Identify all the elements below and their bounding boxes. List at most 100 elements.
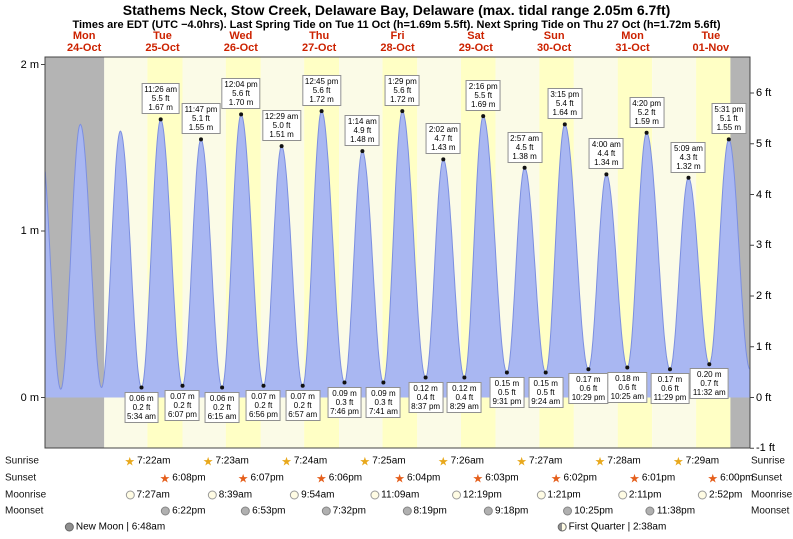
- tide-annotation-line: 1.67 m: [148, 103, 173, 113]
- high-tide-marker: [199, 137, 203, 142]
- tide-annotation-line: 11:32 am: [692, 388, 726, 398]
- high-tide-annotation: 2:16 pm 5.5 ft 1.69 m: [465, 80, 501, 112]
- tide-annotation-line: 0.5 ft: [497, 387, 516, 397]
- low-tide-annotation: 0.07 m 0.2 ft 6:07 pm: [165, 389, 200, 421]
- moonrise-entry: 7:27am: [125, 489, 170, 501]
- moonrise-icon: [451, 490, 461, 500]
- astro-row-label-right: Sunrise: [751, 455, 785, 467]
- high-tide-annotation: 5:31 pm 5.1 ft 1.55 m: [711, 103, 747, 135]
- moonrise-entry: 11:09am: [370, 490, 419, 501]
- astro-row-label-left: Moonrise: [5, 489, 47, 501]
- tide-annotation-line: 1.38 m: [512, 151, 537, 161]
- tide-annotation-line: 4.5 ft: [515, 142, 534, 152]
- moon-phase-label: New Moon | 6:48am: [75, 521, 166, 533]
- day-label-date: 24-Oct: [67, 41, 102, 54]
- day-label-date: 28-Oct: [380, 41, 415, 54]
- tide-annotation-line: 0.3 ft: [374, 397, 393, 407]
- tide-annotation-line: 0.07 m: [170, 391, 195, 401]
- tide-annotation-line: 5.0 ft: [272, 121, 291, 131]
- high-tide-marker: [319, 109, 324, 114]
- astro-row-label-left: Moonset: [5, 505, 44, 517]
- moonset-icon: [484, 506, 494, 516]
- tide-annotation-line: 1.70 m: [228, 98, 254, 108]
- tide-annotation-line: 0.12 m: [452, 383, 477, 393]
- tide-annotation-line: 0.3 ft: [335, 397, 354, 407]
- tide-annotation-line: 1:14 am: [347, 117, 377, 127]
- sunset-time: 6:08pm: [172, 472, 206, 484]
- sunrise-entry: ★ 7:29am: [673, 455, 719, 467]
- moon-phase-icon: [557, 522, 567, 532]
- high-tide-marker: [158, 117, 163, 122]
- moonset-entry: 10:25pm: [563, 506, 613, 517]
- moonrise-time: 11:09am: [381, 489, 420, 501]
- high-tide-marker: [239, 112, 244, 117]
- right-axis-label: 5 ft: [756, 137, 772, 150]
- sunset-icon: ★: [550, 471, 562, 485]
- moonrise-entry: 2:11pm: [617, 489, 662, 501]
- tide-annotation-line: 4.3 ft: [679, 152, 698, 162]
- moonset-icon: [321, 506, 331, 516]
- sunrise-time: 7:27am: [529, 455, 563, 467]
- sunrise-entry: ★ 7:25am: [359, 454, 406, 468]
- high-tide-annotation: 5:09 am 4.3 ft 1.32 m: [671, 141, 706, 173]
- moonset-time: 6:22pm: [172, 505, 206, 517]
- low-tide-marker: [543, 370, 548, 375]
- day-label: Mon 31-Oct: [615, 30, 649, 54]
- moonrise-time: 2:11pm: [628, 489, 662, 501]
- day-label: Thu 27-Oct: [302, 30, 337, 54]
- moonset-icon: [402, 506, 412, 516]
- sunset-time: 6:02pm: [563, 472, 597, 484]
- sunset-time: 6:01pm: [641, 472, 676, 484]
- sunset-time: 6:06pm: [328, 472, 363, 484]
- low-tide-marker: [625, 365, 630, 370]
- moonset-entry: 6:22pm: [161, 506, 205, 517]
- sunrise-time: 7:28am: [607, 455, 641, 467]
- tide-annotation-line: 1:29 pm: [387, 77, 417, 87]
- sunrise-time: 7:25am: [372, 455, 406, 467]
- day-label: Tue 01-Nov: [692, 30, 730, 54]
- high-tide-annotation: 4:00 am 4.4 ft 1.34 m: [588, 138, 624, 170]
- moonrise-entry: 8:39am: [207, 490, 252, 501]
- high-tide-annotation: 4:20 pm 5.2 ft 1.59 m: [629, 96, 665, 128]
- low-tide-marker: [462, 375, 467, 380]
- tide-annotation-line: 6:15 am: [207, 411, 237, 421]
- high-tide-annotation: 12:45 pm 5.6 ft 1.72 m: [301, 75, 342, 107]
- low-tide-annotation: 0.17 m 0.6 ft 10:29 pm: [568, 373, 609, 405]
- right-axis-label: 1 ft: [756, 340, 772, 353]
- moonrise-entry: 12:19pm: [451, 490, 502, 501]
- sunset-time: 6:07pm: [250, 472, 284, 484]
- moonrise-entry: 2:52pm: [698, 490, 742, 501]
- low-tide-marker: [261, 383, 266, 388]
- moonrise-time: 7:27am: [136, 489, 170, 501]
- low-tide-marker: [707, 362, 712, 367]
- tide-annotation-line: 0.06 m: [209, 393, 235, 403]
- day-label: Fri 28-Oct: [380, 30, 415, 54]
- high-tide-annotation: 3:15 pm 5.4 ft 1.64 m: [547, 88, 583, 120]
- tide-annotation-line: 0.20 m: [697, 370, 722, 380]
- tide-annotation-line: 1.72 m: [309, 95, 334, 105]
- tide-annotation-line: 1.59 m: [634, 116, 659, 126]
- low-tide-annotation: 0.17 m 0.6 ft 11:29 pm: [650, 373, 690, 405]
- day-label-date: 27-Oct: [302, 41, 337, 54]
- tide-annotation-line: 11:26 am: [144, 85, 178, 95]
- sunset-time: 6:00pm: [720, 472, 754, 484]
- tide-annotation-line: 0.09 m: [332, 388, 357, 398]
- tide-annotation-line: 0.6 ft: [661, 384, 679, 394]
- sunset-icon: ★: [394, 471, 405, 485]
- sunrise-icon: ★: [359, 454, 371, 468]
- tide-annotation-line: 1.34 m: [594, 158, 619, 168]
- moonset-time: 8:19pm: [413, 505, 447, 517]
- tide-annotation-line: 2:16 pm: [468, 82, 498, 92]
- day-label-date: 26-Oct: [223, 41, 258, 54]
- tide-annotation-line: 10:29 pm: [571, 393, 606, 403]
- tide-annotation-line: 4.7 ft: [434, 134, 453, 144]
- moon-phase-label: First Quarter | 2:38am: [568, 521, 667, 533]
- sunset-icon: ★: [237, 471, 249, 485]
- tide-annotation-line: 0.15 m: [533, 378, 558, 388]
- tide-annotation-line: 5.1 ft: [192, 114, 210, 124]
- tide-annotation-line: 1.55 m: [188, 123, 214, 133]
- moonrise-icon: [207, 490, 217, 500]
- moon-phase-entry: First Quarter | 2:38am: [557, 521, 667, 533]
- tide-annotation-line: 0.4 ft: [416, 392, 435, 402]
- day-label-date: 01-Nov: [692, 41, 730, 54]
